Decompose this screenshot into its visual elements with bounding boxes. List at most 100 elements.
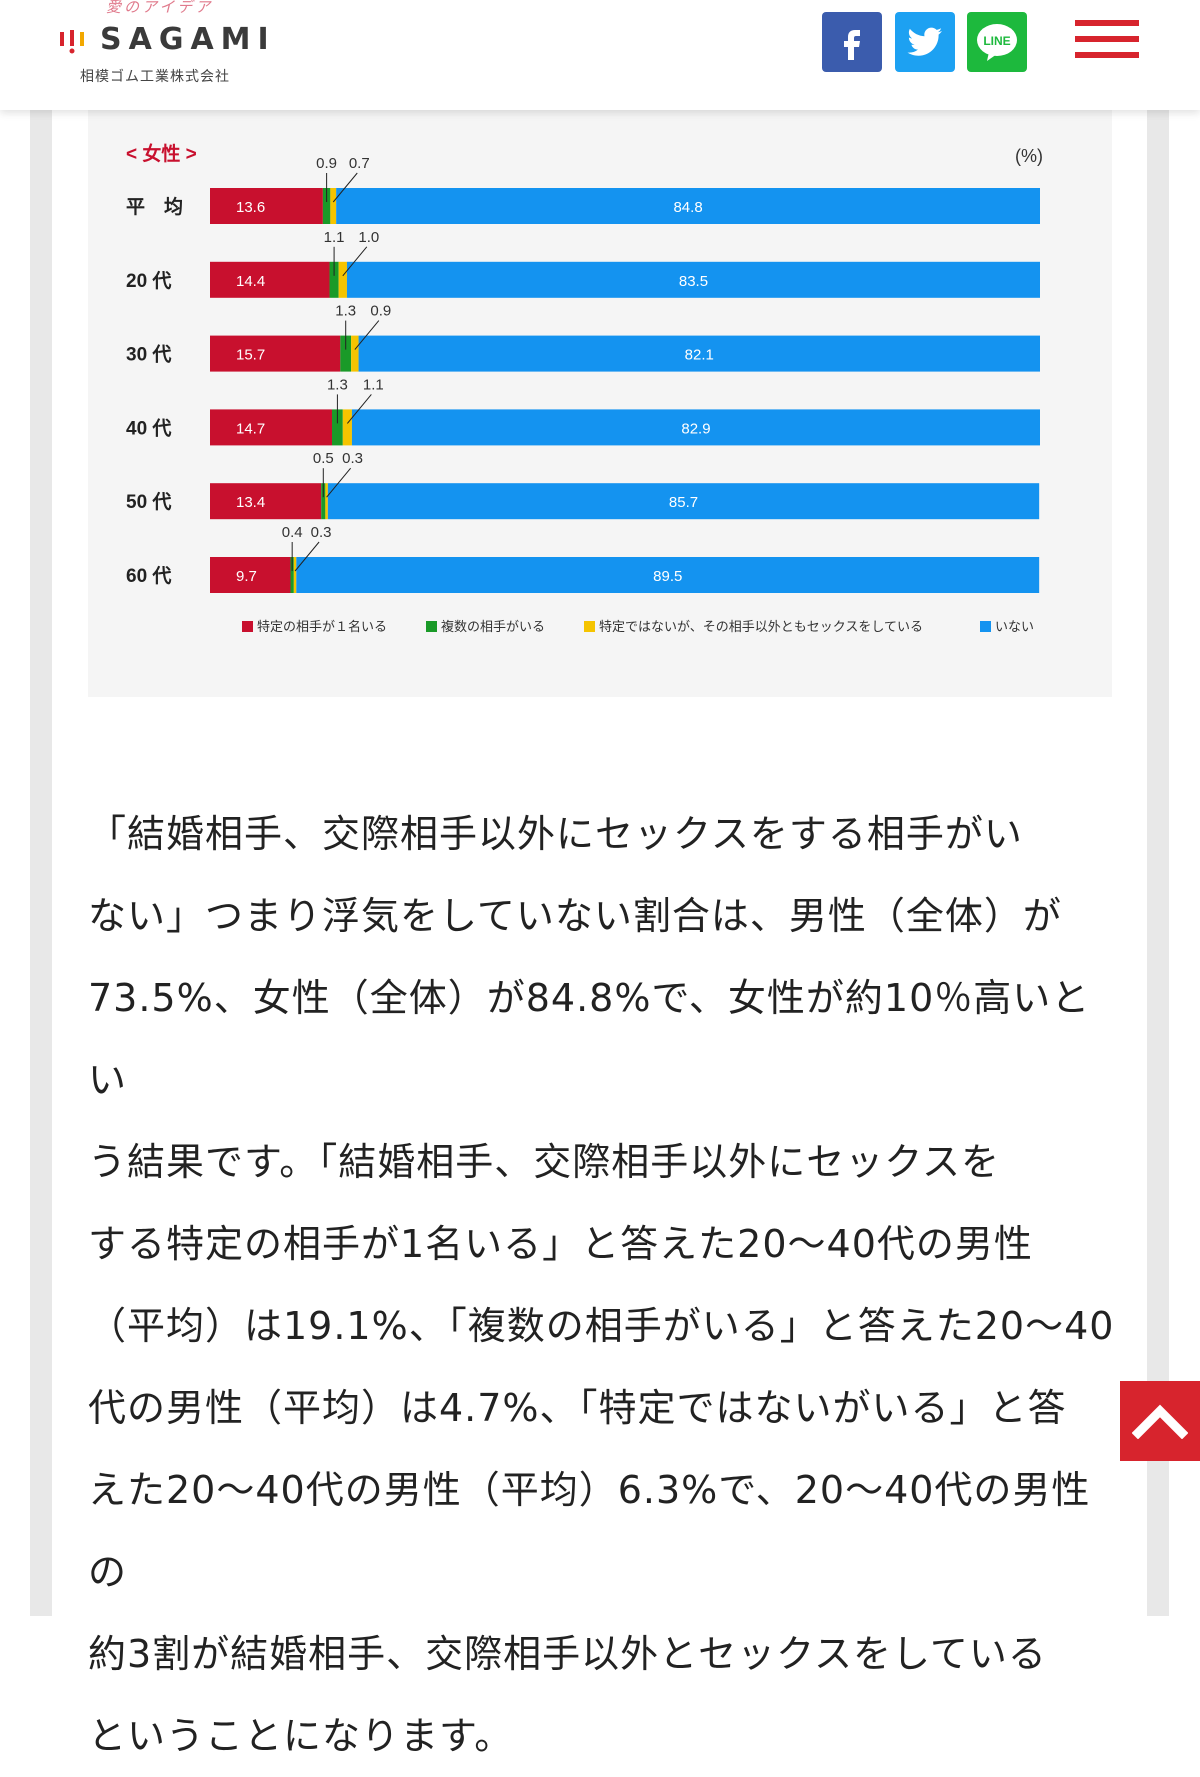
- callout-line-yellow: [332, 172, 358, 203]
- twitter-icon: [907, 27, 942, 56]
- bar-segment-green: [290, 557, 294, 593]
- legend-label-red: 特定の相手が１名いる: [257, 619, 387, 634]
- callout-line-yellow: [294, 541, 320, 572]
- bar-segment-yellow: [330, 188, 337, 224]
- bar-segment-yellow: [325, 483, 328, 520]
- bar-segment-green: [329, 261, 339, 298]
- value-label-yellow: 0.9: [370, 303, 391, 320]
- bar-segment-blue: [336, 188, 1040, 224]
- back-to-top-button[interactable]: [1120, 1381, 1200, 1461]
- bar-segment-green: [332, 409, 343, 446]
- value-label-yellow: 0.7: [349, 155, 370, 172]
- chart-unit-label: (%): [1015, 146, 1043, 166]
- value-label-red: 15.7: [236, 347, 265, 364]
- hamburger-icon[interactable]: [1075, 20, 1139, 58]
- article-line: えた20～40代の男性（平均）6.3%で、20～40代の男性の: [88, 1468, 1091, 1594]
- legend-swatch-red: [242, 621, 253, 632]
- bar-segment-blue: [351, 409, 1040, 446]
- value-label-red: 13.4: [236, 494, 265, 511]
- bar-segment-green: [322, 188, 331, 224]
- article-line: 「結婚相手、交際相手以外にセックスをする相手がい: [88, 812, 1023, 856]
- legend-swatch-yellow: [584, 621, 595, 632]
- value-label-green: 0.9: [316, 155, 337, 172]
- value-label-blue: 82.1: [685, 347, 714, 364]
- value-label-red: 13.6: [236, 199, 265, 216]
- category-label: 50 代: [126, 491, 171, 513]
- value-label-red: 14.4: [236, 273, 265, 290]
- value-label-blue: 82.9: [681, 420, 710, 437]
- logo-mark-icon: [60, 30, 84, 54]
- article-line: 約3割が結婚相手、交際相手以外とセックスをしている: [88, 1632, 1047, 1676]
- value-label-blue: 89.5: [653, 568, 682, 585]
- svg-text:LINE: LINE: [983, 34, 1010, 48]
- category-label: 20 代: [126, 270, 171, 292]
- bar-segment-blue: [296, 557, 1040, 593]
- chevron-up-icon: [1132, 1404, 1188, 1439]
- bar-segment-red: [210, 335, 341, 372]
- bar-segment-blue: [327, 483, 1040, 520]
- category-label: 40 代: [126, 417, 171, 439]
- legend-label-blue: いない: [995, 619, 1034, 634]
- bar-segment-yellow: [342, 409, 352, 446]
- bar-segment-green: [340, 335, 352, 372]
- bar-segment-red: [210, 409, 333, 446]
- value-label-yellow: 1.0: [358, 229, 379, 246]
- bar-segment-red: [210, 261, 330, 298]
- facebook-share-button[interactable]: [822, 12, 882, 72]
- logo-tagline: 愛のアイデア: [106, 0, 214, 16]
- bar-segment-green: [321, 483, 326, 520]
- article-body: 「結婚相手、交際相手以外にセックスをする相手がい ない」つまり浮気をしていない割…: [88, 793, 1118, 1777]
- chart-title: < 女性 >: [126, 142, 197, 165]
- value-label-yellow: 0.3: [311, 524, 332, 541]
- category-label: 平 均: [126, 195, 183, 218]
- callout-line-yellow: [346, 394, 372, 424]
- line-share-button[interactable]: LINE: [967, 12, 1027, 72]
- line-icon: LINE: [977, 24, 1017, 61]
- legend-label-yellow: 特定ではないが、その相手以外ともセックスをしている: [599, 619, 923, 634]
- value-label-green: 0.4: [282, 524, 303, 541]
- chart-panel: < 女性 > (%) 平 均 13.6 84.8 0.9 0.7 20 代 14.4 83.5 1.…: [88, 110, 1112, 697]
- legend-label-green: 複数の相手がいる: [441, 619, 545, 634]
- callout-line-yellow: [326, 467, 352, 498]
- bar-segment-yellow: [338, 261, 347, 298]
- legend-swatch-blue: [980, 621, 991, 632]
- bar-segment-red: [210, 188, 323, 224]
- article-line: （平均）は19.1%、「複数の相手がいる」と答えた20～40: [88, 1304, 1115, 1348]
- legend-swatch-green: [426, 621, 437, 632]
- article-line: う結果です。「結婚相手、交際相手以外にセックスを: [88, 1140, 1001, 1184]
- twitter-share-button[interactable]: [895, 12, 955, 72]
- bar-segment-red: [210, 557, 291, 593]
- logo-company-name: 相模ゴム工業株式会社: [80, 69, 230, 85]
- article-paragraph: 「結婚相手、交際相手以外にセックスをする相手がい ない」つまり浮気をしていない割…: [88, 793, 1118, 1777]
- facebook-icon: [844, 30, 860, 60]
- article-line: ということになります。: [88, 1714, 514, 1758]
- value-label-blue: 83.5: [679, 273, 708, 290]
- article-line: 73.5%、女性（全体）が84.8%で、女性が約10％高いとい: [88, 976, 1091, 1102]
- article-line: ない」つまり浮気をしていない割合は、男性（全体）が: [88, 894, 1062, 938]
- category-label: 60 代: [126, 565, 171, 587]
- logo-text[interactable]: SAGAMI: [100, 22, 276, 57]
- bar-segment-yellow: [351, 335, 359, 372]
- bar-segment-blue: [358, 335, 1040, 372]
- value-label-yellow: 0.3: [342, 450, 363, 467]
- value-label-green: 1.3: [335, 303, 356, 320]
- bar-segment-yellow: [293, 557, 297, 593]
- bar-segment-blue: [346, 261, 1040, 298]
- value-label-red: 14.7: [236, 420, 265, 437]
- value-label-blue: 85.7: [669, 494, 698, 511]
- callout-line-yellow: [354, 320, 380, 350]
- value-label-green: 1.3: [327, 376, 348, 393]
- value-label-green: 1.1: [324, 229, 345, 246]
- content-frame-left: [30, 110, 52, 1616]
- value-label-yellow: 1.1: [363, 376, 384, 393]
- bar-segment-red: [210, 483, 322, 520]
- stacked-bar-chart: < 女性 > (%) 平 均 13.6 84.8 0.9 0.7 20 代 14.4 83.5 1.…: [126, 142, 1043, 634]
- article-line: 代の男性（平均）は4.7%、「特定ではないがいる」と答: [88, 1386, 1067, 1430]
- value-label-green: 0.5: [313, 450, 334, 467]
- category-label: 30 代: [126, 344, 171, 366]
- content-frame-right: [1147, 110, 1169, 1616]
- callout-line-yellow: [342, 246, 368, 277]
- value-label-blue: 84.8: [673, 199, 702, 216]
- site-header: 愛のアイデア SAGAMI 相模ゴム工業株式会社 LINE: [0, 0, 1200, 110]
- value-label-red: 9.7: [236, 568, 257, 585]
